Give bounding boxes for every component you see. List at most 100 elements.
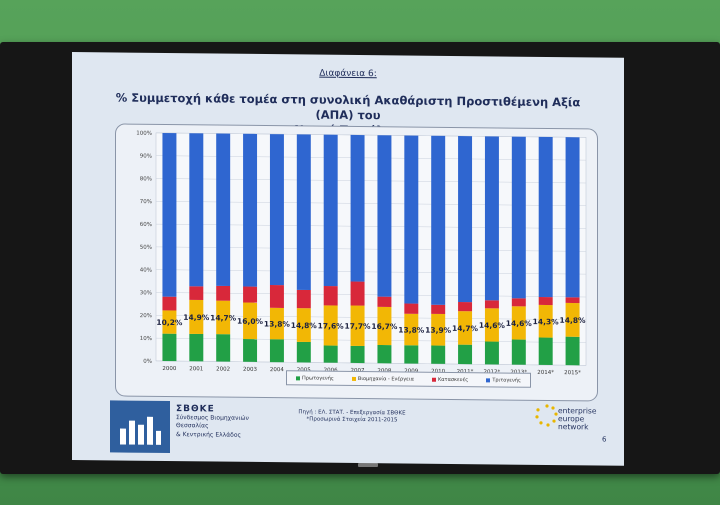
bar-segment <box>243 302 258 340</box>
data-label: 16,7% <box>371 322 398 331</box>
bar-segment <box>484 308 499 342</box>
bar-segment <box>243 133 258 287</box>
bar-segment <box>269 307 284 340</box>
data-label: 16,0% <box>237 317 264 326</box>
bar-segment <box>350 134 365 282</box>
bar-segment <box>404 313 419 346</box>
legend-swatch <box>351 376 356 381</box>
bar-segment <box>538 296 553 306</box>
tv-logo <box>358 463 378 467</box>
org-name-block: ΣΒΘΚΕ Σύνδεσμος Βιομηχανιών Θεσσαλίας & … <box>176 404 249 440</box>
bar-segment <box>565 336 580 366</box>
y-tick-label: 60% <box>140 222 152 228</box>
y-tick-label: 0% <box>143 359 152 365</box>
stacked-bar-chart: 0% 10% 20% 30% 40% 50% 60% 70% 80% 90% 100% 2000 200… <box>136 131 587 376</box>
data-label: 14,7% <box>452 324 479 333</box>
bar-segment <box>377 296 392 308</box>
bar-segment <box>458 302 473 312</box>
factory-icon <box>120 416 161 445</box>
x-tick-label: 2001 <box>189 366 203 372</box>
source-note: Πηγή : ΕΛ. ΣΤΑΤ. - Επεξεργασία ΣΒΘΚΕ *Πρ… <box>272 409 432 425</box>
bar-segment <box>511 339 526 365</box>
bar-segment <box>162 310 177 334</box>
x-tick-label: 2014* <box>537 370 554 376</box>
bar-segment <box>350 281 365 306</box>
een-line3: network <box>558 422 589 432</box>
x-tick-label: 2000 <box>162 366 176 372</box>
eu-stars-icon <box>535 404 558 427</box>
bar-segment <box>323 286 338 306</box>
legend-swatch <box>431 377 436 382</box>
data-label: 13,8% <box>398 325 425 334</box>
bar-segment <box>404 303 419 314</box>
bar-segment <box>377 306 392 346</box>
y-tick-label: 50% <box>140 245 152 251</box>
bar-segment <box>162 296 177 311</box>
bar-segment <box>404 135 419 304</box>
bar-segment <box>431 304 446 314</box>
y-tick-label: 30% <box>140 290 152 296</box>
x-tick-label: 2003 <box>243 367 257 373</box>
bar-segment <box>565 297 580 304</box>
bar-segment <box>511 298 526 307</box>
y-tick-label: 20% <box>140 313 152 319</box>
bar-segment <box>538 304 553 338</box>
data-label: 14,8% <box>291 321 318 330</box>
chart-legend: Πρωτογενής Βιομηχανία - Ενέργεια Κατασκευέ… <box>286 370 531 388</box>
bar-segment <box>243 338 258 362</box>
bar-segment <box>431 135 446 305</box>
bar-segment <box>323 305 338 346</box>
bar-segment <box>216 334 231 362</box>
sbthke-logo <box>110 400 170 454</box>
data-label: 17,6% <box>318 321 345 330</box>
x-tick-label: 2004 <box>270 367 284 373</box>
bar-segment <box>296 341 311 363</box>
source-line2: *Προσωρινά Στοιχεία 2011-2015 <box>306 416 398 424</box>
legend-label: Βιομηχανία - Ενέργεια <box>357 375 414 383</box>
bar-segment <box>350 345 365 364</box>
y-tick-label: 10% <box>140 336 152 342</box>
bar-segment <box>511 306 526 340</box>
bar-segment <box>511 136 526 299</box>
bar-segment <box>216 300 231 335</box>
bar-segment <box>484 300 499 309</box>
legend-label: Κατασκευές <box>437 376 469 383</box>
chart-container: 0% 10% 20% 30% 40% 50% 60% 70% 80% 90% 100% 2000 200… <box>115 123 598 402</box>
bar-segment <box>269 285 284 308</box>
bar-segment <box>458 136 473 303</box>
bar-segment <box>565 137 580 298</box>
legend-entry: Τριτογενής <box>486 377 521 383</box>
legend-entry: Βιομηχανία - Ενέργεια <box>351 375 414 383</box>
bar-segment <box>243 286 258 303</box>
bar-segment <box>296 289 311 309</box>
data-label: 14,8% <box>560 316 587 325</box>
een-logo: enterprise europe network <box>534 403 614 452</box>
slide-screen: Διαφάνεια 6: % Συμμετοχή κάθε τομέα στη … <box>72 52 624 466</box>
y-tick-label: 70% <box>140 199 152 205</box>
bar-segment <box>431 345 446 364</box>
bar-segment <box>189 299 204 335</box>
data-label: 13,9% <box>425 326 452 335</box>
legend-swatch <box>486 377 491 382</box>
y-tick-label: 80% <box>140 176 152 182</box>
x-tick-label: 2015* <box>564 370 581 376</box>
legend-label: Πρωτογενής <box>302 374 334 382</box>
data-label: 14,3% <box>533 317 560 326</box>
bar-segment <box>350 305 365 346</box>
y-tick-label: 90% <box>140 154 152 160</box>
data-label: 14,7% <box>210 313 237 322</box>
org-line3: & Κεντρικής Ελλάδος <box>176 430 242 439</box>
bar-segment <box>296 134 311 290</box>
bar-segment <box>431 313 446 346</box>
legend-entry: Πρωτογενής <box>296 375 334 381</box>
data-label: 14,6% <box>479 321 506 330</box>
bar-segment <box>538 136 553 298</box>
legend-label: Τριτογενής <box>492 376 521 384</box>
legend-entry: Κατασκευές <box>431 376 469 383</box>
bar-segment <box>189 333 204 362</box>
data-label: 14,9% <box>183 313 210 322</box>
data-label: 17,7% <box>345 322 372 331</box>
bar-segment <box>216 285 231 301</box>
bar-segment <box>377 344 392 364</box>
slide-label: Διαφάνεια 6: <box>319 68 377 80</box>
